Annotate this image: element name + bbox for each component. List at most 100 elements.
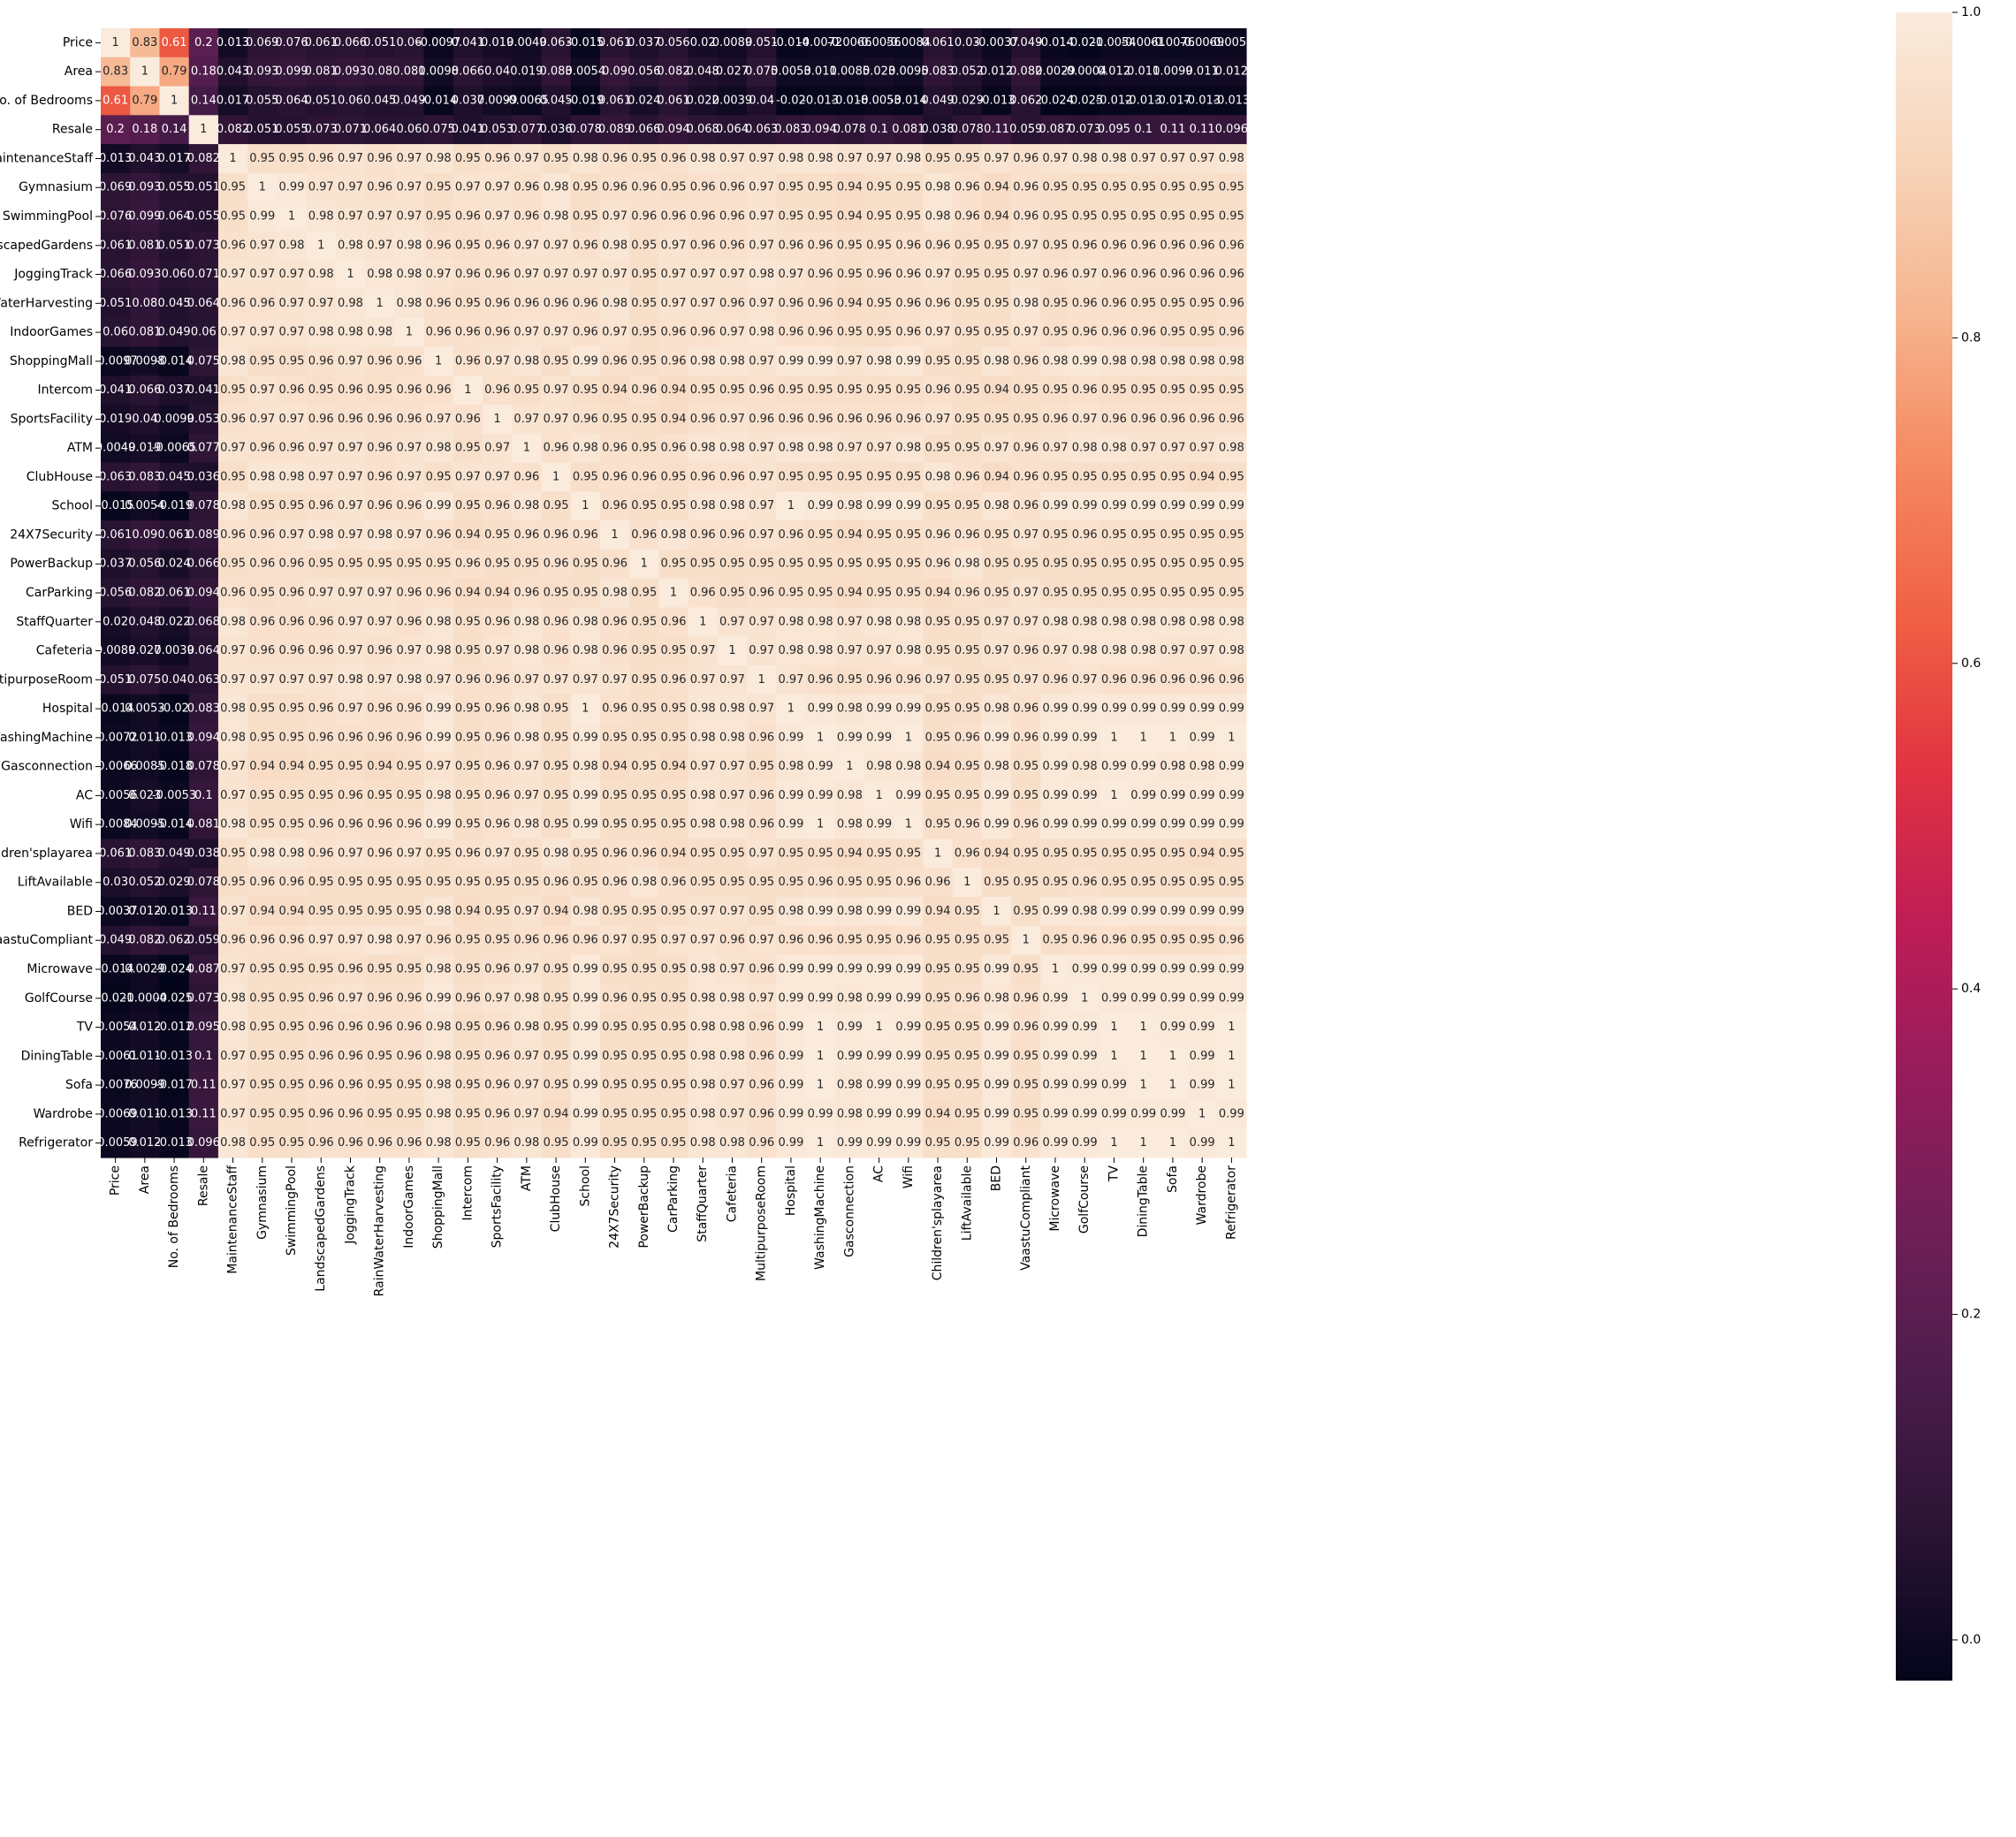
cell-annotation: 0.98: [308, 210, 334, 224]
y-tick-label: Cafeteria: [36, 644, 93, 658]
heatmap-cell: [130, 144, 161, 174]
cell-annotation: 0.95: [1160, 210, 1185, 224]
cell-annotation: -0.013: [1213, 94, 1250, 107]
cell-annotation: 0.96: [396, 587, 422, 600]
cell-annotation: 0.95: [1013, 1079, 1038, 1092]
heatmap-cell: [365, 28, 395, 58]
heatmap-cell: [599, 115, 630, 145]
cell-annotation: 0.99: [895, 1021, 921, 1034]
heatmap-cell: [834, 288, 865, 319]
cell-annotation: 0.95: [955, 702, 980, 716]
cell-annotation: 0.94: [984, 383, 1009, 397]
cell-annotation: 0.95: [455, 963, 481, 976]
cell-annotation: 0.95: [661, 1079, 687, 1092]
cell-annotation: 0.97: [338, 991, 363, 1005]
heatmap-cell: [1187, 201, 1218, 232]
cell-annotation: 0.95: [573, 846, 598, 860]
cell-annotation: 0.99: [1160, 905, 1185, 918]
cell-annotation: 0.97: [338, 354, 363, 368]
heatmap-cell: [864, 172, 894, 203]
cell-annotation: 0.96: [602, 702, 628, 716]
cell-annotation: 0.97: [984, 615, 1009, 628]
cell-annotation: 1: [259, 181, 266, 194]
cell-annotation: 0.94: [1190, 470, 1215, 483]
cell-annotation: 0.96: [396, 383, 422, 397]
cell-annotation: 0.95: [249, 818, 275, 831]
heatmap-cell: [1040, 288, 1071, 319]
heatmap-cell: [483, 288, 513, 319]
cell-annotation: 0.98: [220, 354, 246, 368]
cell-annotation: 0.99: [1219, 702, 1244, 716]
heatmap-cell: [453, 317, 483, 348]
heatmap-cell: [1099, 86, 1130, 116]
cell-annotation: 0.96: [925, 876, 951, 889]
cell-annotation: 0.95: [1101, 846, 1127, 860]
heatmap-cell: [805, 57, 836, 87]
cell-annotation: 0.96: [455, 326, 481, 339]
heatmap-cell: [541, 231, 572, 261]
cell-annotation: 0.99: [1160, 789, 1185, 802]
cell-annotation: 0.064: [716, 123, 749, 136]
cell-annotation: 0.97: [514, 152, 539, 165]
cell-annotation: 0.96: [1013, 644, 1038, 657]
heatmap-cell: [864, 57, 894, 87]
cell-annotation: 0.96: [367, 499, 392, 512]
cell-annotation: 0.97: [426, 673, 452, 687]
cell-annotation: 0.95: [396, 558, 422, 571]
heatmap-cell: [1040, 115, 1071, 145]
cell-annotation: 0.18: [132, 123, 157, 136]
x-tick-label: Gasconnection: [842, 1165, 856, 1257]
cell-annotation: 0.96: [925, 528, 951, 542]
cell-annotation: 0.95: [455, 1050, 481, 1063]
cell-annotation: 0.95: [396, 876, 422, 889]
cell-annotation: 0.95: [426, 558, 452, 571]
colorbar-tick-label: 0.2: [1961, 1308, 1981, 1322]
cell-annotation: 0.96: [719, 239, 745, 252]
cell-annotation: 0.95: [631, 789, 657, 802]
cell-annotation: 0.98: [808, 442, 833, 455]
cell-annotation: 0.95: [279, 789, 305, 802]
cell-annotation: 0.95: [1190, 876, 1215, 889]
cell-annotation: 0.95: [1130, 470, 1156, 483]
cell-annotation: 0.97: [220, 760, 246, 773]
cell-annotation: 0.97: [1013, 673, 1038, 687]
heatmap-cell: [834, 144, 865, 174]
cell-annotation: 0.96: [1013, 818, 1038, 831]
cell-annotation: 0.97: [719, 789, 745, 802]
x-tick-label: ShoppingMall: [431, 1165, 445, 1249]
cell-annotation: 0.83: [132, 36, 157, 49]
cell-annotation: 0.95: [808, 181, 833, 194]
cell-annotation: 0.066: [628, 123, 660, 136]
cell-annotation: 0.97: [544, 673, 569, 687]
cell-annotation: 0.96: [1013, 1136, 1038, 1150]
cell-annotation: 0.97: [426, 268, 452, 281]
cell-annotation: 0.97: [396, 846, 422, 860]
heatmap-cell: [247, 317, 278, 348]
cell-annotation: 0.97: [1160, 442, 1185, 455]
cell-annotation: 0.011: [1186, 65, 1219, 79]
cell-annotation: 0.95: [249, 789, 275, 802]
cell-annotation: 0.99: [1219, 818, 1244, 831]
cell-annotation: 0.95: [1043, 934, 1069, 947]
cell-annotation: 0.055: [275, 123, 308, 136]
cell-annotation: 0.96: [367, 470, 392, 483]
heatmap-cell: [894, 172, 924, 203]
cell-annotation: 0.99: [1190, 818, 1215, 831]
cell-annotation: 0.98: [338, 326, 363, 339]
colorbar: 0.00.20.40.60.81.0: [1896, 5, 1981, 1681]
heatmap-cell: [981, 172, 1012, 203]
cell-annotation: 0.95: [719, 876, 745, 889]
cell-annotation: 0.96: [338, 413, 363, 426]
colorbar-gradient: [1896, 12, 1952, 1681]
cell-annotation: 0.96: [544, 876, 569, 889]
heatmap-cell: [512, 260, 543, 290]
cell-annotation: 0.95: [602, 1050, 628, 1063]
cell-annotation: 0.96: [396, 413, 422, 426]
cell-annotation: 0.99: [1130, 1107, 1156, 1120]
cell-annotation: 0.96: [544, 644, 569, 657]
heatmap-cell: [394, 172, 425, 203]
cell-annotation: 0.96: [484, 268, 510, 281]
cell-annotation: 0.95: [778, 587, 803, 600]
cell-annotation: 0.97: [249, 383, 275, 397]
x-tick-label: Gymnasium: [255, 1165, 270, 1240]
